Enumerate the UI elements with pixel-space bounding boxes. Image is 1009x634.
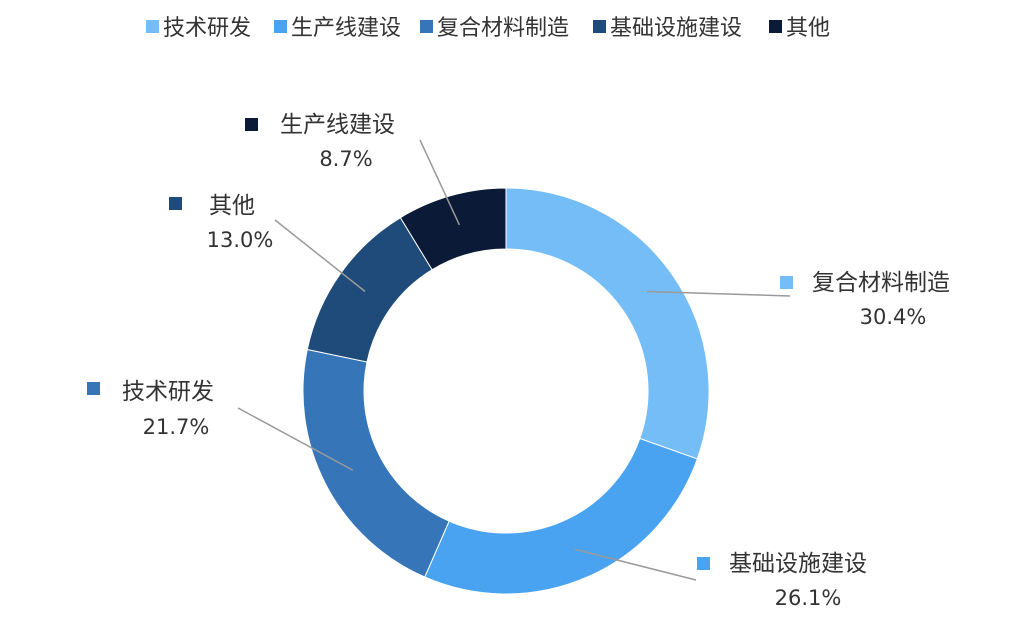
legend-label: 生产线建设 — [291, 16, 401, 41]
donut-slice — [505, 187, 710, 460]
slice-callout: 基础设施建设 26.1% — [697, 551, 867, 610]
legend-label: 复合材料制造 — [437, 16, 569, 41]
slice-label: 复合材料制造 — [812, 270, 950, 296]
legend-swatch — [274, 20, 287, 33]
legend-item: 其他 — [769, 16, 830, 41]
slice-label: 基础设施建设 — [729, 551, 867, 577]
slice-label: 生产线建设 — [280, 112, 395, 138]
donut-slices — [302, 187, 710, 595]
slice-percent: 8.7% — [319, 147, 372, 171]
chart-legend: 技术研发 生产线建设 复合材料制造 基础设施建设 其他 — [146, 16, 830, 41]
legend-swatch — [593, 20, 606, 33]
slice-callouts: 复合材料制造 30.4% 基础设施建设 26.1% 技术研发 21.7% 其他 13.0% 生产… — [87, 112, 950, 610]
legend-swatch — [769, 20, 782, 33]
legend-label: 基础设施建设 — [610, 16, 742, 41]
leader-line — [646, 290, 791, 297]
callout-swatch — [780, 276, 793, 289]
slice-label: 技术研发 — [122, 379, 214, 405]
legend-item: 技术研发 — [146, 16, 251, 41]
callout-swatch — [87, 382, 100, 395]
leader-line — [274, 219, 366, 293]
donut-slice — [399, 187, 507, 271]
slice-percent: 30.4% — [860, 305, 927, 329]
slice-percent: 13.0% — [207, 228, 274, 252]
legend-item: 基础设施建设 — [593, 16, 742, 41]
donut-slice — [302, 348, 450, 578]
slice-callout: 技术研发 21.7% — [87, 379, 214, 439]
callout-swatch — [169, 197, 182, 210]
slice-percent: 21.7% — [143, 415, 210, 439]
legend-swatch — [420, 20, 433, 33]
slice-callout: 复合材料制造 30.4% — [780, 270, 950, 329]
legend-item: 生产线建设 — [274, 16, 401, 41]
legend-label: 其他 — [786, 16, 830, 41]
leader-lines — [237, 139, 791, 581]
slice-percent: 26.1% — [775, 586, 842, 610]
slice-label: 其他 — [209, 193, 255, 219]
legend-item: 复合材料制造 — [420, 16, 569, 41]
legend-label: 技术研发 — [163, 16, 251, 41]
leader-line — [574, 548, 697, 581]
slice-callout: 其他 13.0% — [169, 193, 273, 252]
callout-swatch — [245, 118, 258, 131]
legend-swatch — [146, 20, 159, 33]
callout-swatch — [697, 557, 710, 570]
donut-slice — [424, 437, 698, 595]
leader-line — [419, 139, 461, 226]
slice-callout: 生产线建设 8.7% — [245, 112, 395, 171]
leader-line — [237, 407, 354, 471]
